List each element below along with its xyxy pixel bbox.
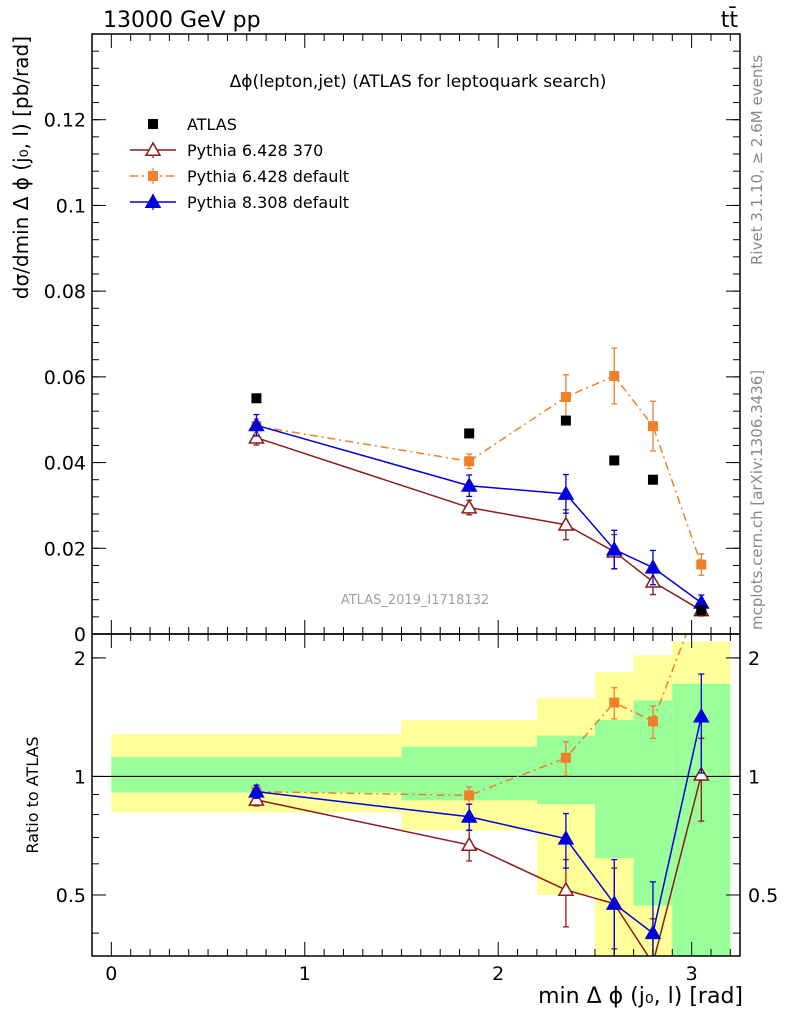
rivet-label: Rivet 3.1.10, ≥ 2.6M events	[748, 55, 766, 265]
data-point	[460, 477, 478, 492]
data-point	[696, 559, 707, 570]
series-pythia-6-428-370	[248, 429, 710, 617]
series-pythia-6-428-default	[251, 347, 707, 576]
data-point	[647, 421, 658, 432]
data-point	[605, 541, 623, 556]
data-point	[557, 516, 575, 531]
legend-marker	[144, 193, 162, 208]
ratio-y-tick-label-right: 0.5	[748, 885, 778, 907]
legend-label: Pythia 6.428 default	[187, 167, 349, 186]
ratio-point	[557, 881, 575, 896]
header-energy: 13000 GeV pp	[103, 8, 261, 33]
legend: ATLAS Pythia 6.428 370 Pythia 6.428 defaul…	[130, 115, 349, 212]
main-y-tick-label: 0.06	[44, 367, 86, 389]
legend-item: Pythia 8.308 default	[130, 193, 349, 212]
main-y-tick-label: 0.12	[44, 110, 86, 132]
ratio-y-tick-label: 2	[74, 648, 86, 670]
ratio-point	[248, 783, 265, 798]
legend-label: Pythia 6.428 370	[187, 141, 323, 160]
legend-marker	[148, 171, 158, 181]
x-tick-label: 3	[686, 963, 698, 985]
ratio-point	[460, 836, 478, 851]
main-y-tick-label: 0.08	[44, 281, 86, 303]
ratio-point	[693, 707, 710, 723]
ratio-series-pythia-8-308-default	[248, 673, 710, 956]
main-y-tick-label: 0.04	[44, 453, 86, 475]
data-point	[609, 371, 620, 381]
data-point	[560, 415, 571, 426]
main-y-tick-label: 0.1	[56, 195, 86, 217]
data-point	[251, 393, 262, 404]
series-line	[256, 424, 702, 604]
ratio-point	[460, 808, 478, 823]
data-point	[248, 429, 265, 444]
series-pythia-8-308-default	[248, 413, 710, 612]
ratio-y-tick-label: 0.5	[56, 885, 86, 907]
legend-label: ATLAS	[187, 115, 237, 134]
ratio-point	[464, 790, 475, 801]
main-y-tick-label: 0	[74, 624, 86, 646]
data-point	[460, 499, 478, 514]
data-point	[248, 416, 265, 432]
data-point	[609, 455, 620, 466]
ratio-frame	[91, 633, 741, 957]
legend-marker	[148, 119, 158, 129]
ratio-plot-area	[92, 634, 740, 956]
ratio-bands	[111, 641, 731, 956]
ratio-point	[652, 954, 654, 956]
data-point	[464, 456, 475, 467]
data-point	[696, 605, 707, 616]
mcplots-label: mcplots.cern.ch [arXiv:1306.3436]	[748, 370, 766, 630]
axes: 0 0.02 0.04 0.06 0.08 0.1 0.12 0 1 2 3 0.5 0.5 1 1 2 2	[44, 33, 778, 985]
ratio-point	[693, 766, 710, 781]
watermark: ATLAS_2019_I1718132	[341, 593, 489, 608]
header-process: tt̄	[721, 7, 739, 33]
data-point	[644, 559, 662, 574]
ratio-y-tick-label-right: 2	[748, 648, 760, 670]
ratio-band-inner	[594, 720, 634, 859]
series-line	[256, 375, 703, 565]
ratio-point	[644, 924, 662, 940]
legend-item: Pythia 6.428 370	[130, 141, 323, 160]
y-axis-label-main: dσ/dmin Δ ϕ (j₀, l) [pb/rad]	[9, 36, 33, 299]
x-tick-label: 2	[492, 963, 504, 985]
legend-item: ATLAS	[148, 115, 237, 134]
ratio-point	[605, 895, 623, 910]
data-point	[560, 392, 571, 402]
series-atlas-data	[251, 393, 707, 616]
x-axis-label: min Δ ϕ (j₀, l) [rad]	[538, 984, 743, 1009]
x-tick-label: 0	[105, 963, 117, 985]
x-tick-label: 1	[299, 963, 311, 985]
main-plot-area	[248, 347, 710, 617]
data-point	[647, 474, 658, 485]
main-y-tick-label: 0.02	[44, 538, 86, 560]
series-line	[256, 437, 702, 612]
legend-label: Pythia 8.308 default	[187, 193, 349, 212]
main-title: Δϕ(lepton,jet) (ATLAS for leptoquark sea…	[230, 72, 607, 92]
ratio-point	[560, 752, 571, 763]
data-point	[557, 485, 575, 500]
ratio-point	[609, 697, 620, 708]
ratio-point	[557, 830, 575, 845]
ratio-y-tick-label-right: 1	[748, 766, 760, 788]
ratio-line	[256, 634, 688, 797]
ratio-line	[256, 774, 703, 956]
ratio-point	[647, 716, 658, 727]
data-point	[464, 428, 475, 439]
ratio-point	[248, 791, 265, 806]
legend-marker	[144, 141, 162, 156]
ratio-line	[256, 716, 703, 935]
ratio-y-tick-label: 1	[74, 766, 86, 788]
legend-item: Pythia 6.428 default	[130, 167, 349, 186]
y-axis-label-ratio: Ratio to ATLAS	[23, 736, 42, 853]
